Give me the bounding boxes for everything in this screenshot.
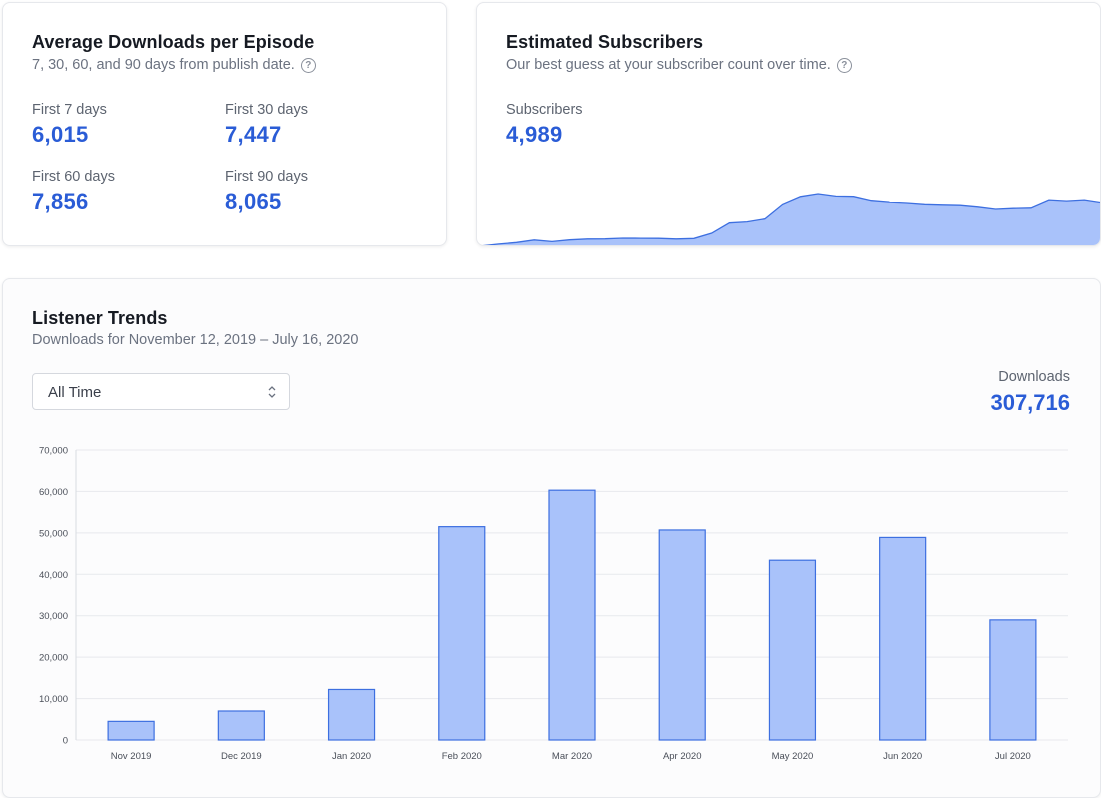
bar-feb-2020[interactable]: [438, 526, 486, 741]
bar-dec-2019[interactable]: [217, 710, 265, 741]
subscribers-area: [488, 194, 1100, 245]
trends-title: Listener Trends: [32, 308, 168, 328]
y-tick-label: 0: [63, 736, 68, 747]
chevron-updown-icon: [268, 386, 276, 398]
y-tick-label: 40,000: [39, 570, 68, 581]
question-circle-icon[interactable]: ?: [300, 57, 316, 73]
subscribers-title: Estimated Subscribers: [506, 32, 704, 52]
x-tick-label: Jan 2020: [332, 751, 371, 762]
bar-mar-2020[interactable]: [548, 489, 596, 741]
downloads-total-value: 307,716: [990, 390, 1070, 415]
y-tick-label: 10,000: [39, 694, 68, 705]
stat-value-90-days: 8,065: [225, 189, 282, 214]
listener-trends-card: Listener Trends Downloads for November 1…: [2, 278, 1101, 798]
stat-value-60-days: 7,856: [32, 189, 89, 214]
listener-trends-bar-chart: 0 10,000 20,000 30,000 40,000 50,000 60,000 70,…: [39, 446, 1068, 762]
bar-nov-2019[interactable]: [107, 720, 155, 741]
subscribers-label: Subscribers: [506, 102, 583, 118]
bar-may-2020[interactable]: [768, 559, 817, 741]
stat-value-30-days: 7,447: [225, 122, 282, 147]
stat-value-7-days: 6,015: [32, 122, 89, 147]
avg-downloads-card: Average Downloads per Episode 7, 30, 60,…: [2, 2, 447, 246]
date-range-select-value: All Time: [48, 384, 102, 401]
bar-jul-2020[interactable]: [989, 619, 1037, 741]
stat-label-60-days: First 60 days: [32, 169, 115, 185]
subscribers-value: 4,989: [506, 122, 563, 147]
x-tick-label: May 2020: [772, 751, 814, 762]
x-tick-label: Jun 2020: [883, 751, 922, 762]
question-circle-icon[interactable]: ?: [836, 57, 852, 73]
date-range-select[interactable]: All Time: [32, 373, 290, 410]
y-tick-label: 50,000: [39, 528, 68, 539]
x-tick-label: Dec 2019: [221, 751, 262, 762]
y-tick-label: 30,000: [39, 611, 68, 622]
x-tick-label: Jul 2020: [995, 751, 1031, 762]
y-tick-label: 70,000: [39, 446, 68, 457]
stat-label-30-days: First 30 days: [225, 102, 308, 118]
subscribers-sparkline: [482, 193, 1100, 245]
avg-downloads-subtitle-text: 7, 30, 60, and 90 days from publish date…: [32, 57, 295, 73]
x-tick-label: Apr 2020: [663, 751, 702, 762]
subscribers-card: Estimated Subscribers Our best guess at …: [476, 2, 1101, 246]
subscribers-subtitle-text: Our best guess at your subscriber count …: [506, 57, 831, 73]
y-tick-label: 20,000: [39, 653, 68, 664]
y-tick-label: 60,000: [39, 487, 68, 498]
trends-subtitle-text: Downloads for November 12, 2019 – July 1…: [32, 332, 359, 348]
bar-jun-2020[interactable]: [879, 536, 927, 741]
x-tick-label: Mar 2020: [552, 751, 592, 762]
x-tick-label: Nov 2019: [111, 751, 152, 762]
subscribers-line: [482, 193, 1100, 245]
subscribers-subtitle: Our best guess at your subscriber count …: [506, 57, 852, 73]
bar-apr-2020[interactable]: [658, 529, 706, 741]
avg-downloads-title: Average Downloads per Episode: [32, 32, 315, 52]
avg-downloads-subtitle: 7, 30, 60, and 90 days from publish date…: [32, 57, 316, 73]
trends-subtitle: Downloads for November 12, 2019 – July 1…: [32, 332, 358, 348]
bar-jan-2020[interactable]: [327, 688, 376, 741]
x-tick-label: Feb 2020: [442, 751, 482, 762]
downloads-total-label: Downloads: [998, 369, 1070, 385]
stat-label-90-days: First 90 days: [225, 169, 308, 185]
stat-label-7-days: First 7 days: [32, 102, 107, 118]
